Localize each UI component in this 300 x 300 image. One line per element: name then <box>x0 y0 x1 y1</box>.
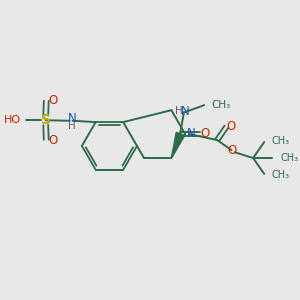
Text: O: O <box>227 144 236 157</box>
Text: O: O <box>48 94 58 107</box>
Text: CH₃: CH₃ <box>272 136 290 146</box>
Text: N: N <box>187 127 196 140</box>
Text: CH₃: CH₃ <box>272 170 290 180</box>
Text: N: N <box>181 105 190 118</box>
Text: H: H <box>68 121 76 131</box>
Text: CH₃: CH₃ <box>280 153 299 163</box>
Text: S: S <box>41 113 51 127</box>
Text: O: O <box>48 134 58 147</box>
Text: N: N <box>68 112 76 124</box>
Text: O: O <box>200 127 210 140</box>
Text: HO: HO <box>4 115 21 125</box>
Text: CH₃: CH₃ <box>212 100 231 110</box>
Text: O: O <box>226 120 236 133</box>
Polygon shape <box>171 132 184 158</box>
Text: H: H <box>175 106 183 116</box>
